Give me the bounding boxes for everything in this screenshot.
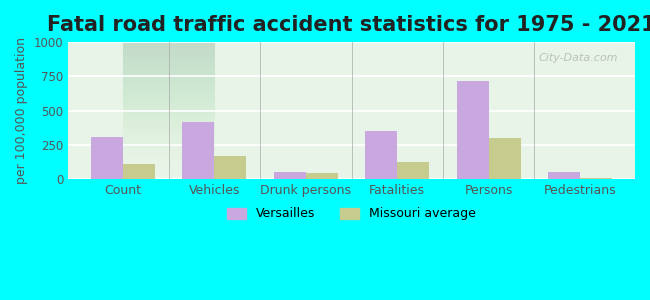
Bar	[365, 131, 397, 179]
Bar	[274, 172, 305, 179]
Y-axis label: per 100,000 population: per 100,000 population	[15, 37, 28, 184]
Bar	[91, 137, 123, 179]
Bar	[306, 172, 338, 179]
Bar	[548, 172, 580, 179]
Bar	[123, 164, 155, 179]
Bar	[457, 81, 489, 179]
Bar	[580, 178, 612, 179]
Bar	[489, 138, 521, 179]
Bar	[397, 162, 429, 179]
Title: Fatal road traffic accident statistics for 1975 - 2021: Fatal road traffic accident statistics f…	[47, 15, 650, 35]
Bar	[214, 156, 246, 179]
Text: City-Data.com: City-Data.com	[538, 53, 618, 63]
Legend: Versailles, Missouri average: Versailles, Missouri average	[222, 202, 481, 225]
Bar	[183, 122, 214, 179]
